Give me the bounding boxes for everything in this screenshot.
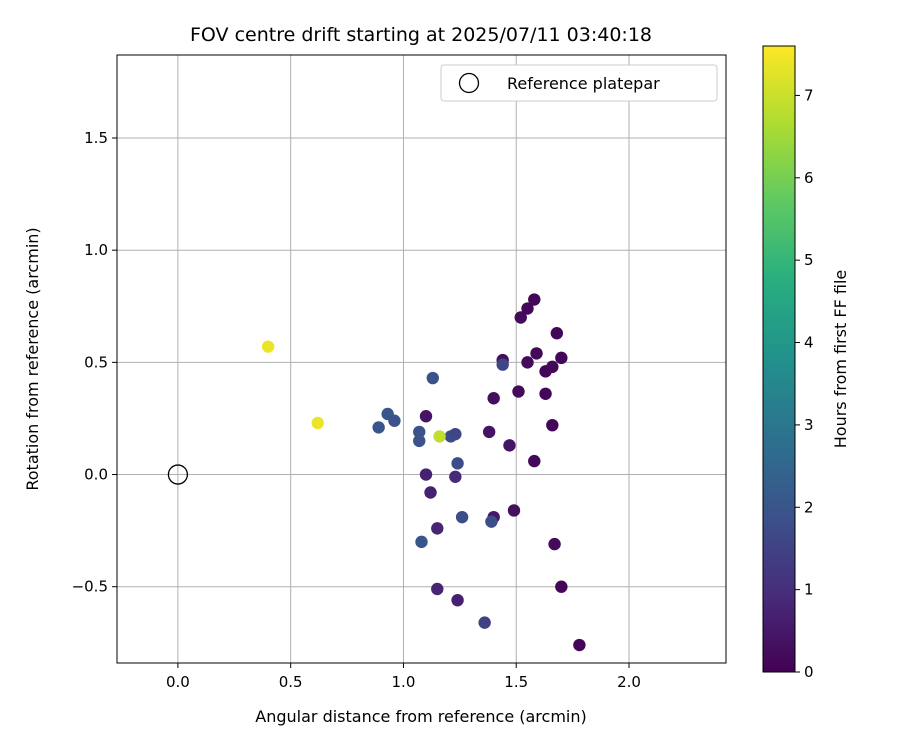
colorbar-gradient bbox=[763, 46, 795, 672]
data-point bbox=[555, 351, 568, 365]
colorbar-tick-label: 2 bbox=[804, 498, 814, 516]
colorbar-tick-label: 7 bbox=[804, 86, 814, 104]
data-point bbox=[482, 425, 496, 439]
data-point bbox=[507, 504, 521, 517]
legend-marker-icon bbox=[458, 72, 480, 94]
data-point bbox=[528, 293, 541, 306]
data-point bbox=[424, 486, 437, 499]
data-point bbox=[311, 416, 324, 430]
chart-title: FOV centre drift starting at 2025/07/11 … bbox=[190, 24, 652, 46]
data-point bbox=[431, 522, 444, 535]
data-point bbox=[415, 535, 428, 549]
colorbar-tick-label: 0 bbox=[804, 663, 814, 681]
data-point bbox=[449, 470, 462, 483]
x-axis-label: Angular distance from reference (arcmin) bbox=[255, 707, 586, 726]
y-tick-label: 0.5 bbox=[84, 353, 108, 371]
data-point bbox=[261, 340, 275, 353]
x-tick-label: 2.0 bbox=[617, 673, 641, 691]
data-point bbox=[521, 302, 534, 315]
data-point bbox=[546, 418, 559, 432]
y-axis-label: Rotation from reference (arcmin) bbox=[23, 227, 42, 490]
y-tick-label: 0.0 bbox=[84, 466, 108, 484]
data-point bbox=[426, 371, 439, 385]
data-point bbox=[539, 387, 552, 400]
x-tick-label: 1.0 bbox=[392, 673, 416, 691]
data-point bbox=[512, 385, 525, 398]
data-point bbox=[487, 392, 500, 405]
reference-marker bbox=[167, 464, 189, 485]
data-point bbox=[419, 410, 433, 423]
plot-area bbox=[117, 55, 726, 663]
data-point bbox=[431, 582, 444, 596]
plot-frame bbox=[116, 54, 727, 664]
x-tick-label: 0.0 bbox=[166, 673, 190, 691]
x-axis-ticks: 0.0 0.5 1.0 1.5 2.0 bbox=[166, 663, 641, 691]
colorbar: 0 1 2 3 4 5 6 7 Hours from first FF file bbox=[762, 45, 850, 681]
data-point bbox=[478, 616, 491, 629]
legend-box bbox=[440, 64, 718, 102]
data-point bbox=[419, 468, 433, 481]
colorbar-tick-label: 5 bbox=[804, 251, 814, 269]
colorbar-tick-label: 4 bbox=[804, 334, 814, 352]
data-point bbox=[550, 326, 564, 340]
colorbar-ticks: 0 1 2 3 4 5 6 7 bbox=[795, 86, 814, 681]
data-point bbox=[413, 434, 426, 448]
data-point bbox=[388, 414, 401, 427]
colorbar-frame bbox=[762, 45, 796, 673]
y-tick-label: 1.0 bbox=[84, 241, 108, 259]
data-point bbox=[539, 365, 552, 378]
grid bbox=[117, 55, 726, 663]
legend-entry-label: Reference platepar bbox=[507, 74, 660, 93]
data-point bbox=[528, 454, 541, 468]
data-point bbox=[521, 356, 534, 369]
x-tick-label: 0.5 bbox=[279, 673, 303, 691]
data-point bbox=[573, 638, 586, 652]
data-point bbox=[449, 427, 462, 441]
y-axis-ticks: −0.5 0.0 0.5 1.0 1.5 bbox=[72, 129, 117, 596]
data-point bbox=[451, 593, 464, 607]
colorbar-tick-label: 3 bbox=[804, 416, 814, 434]
data-point bbox=[433, 430, 446, 443]
data-point bbox=[372, 421, 385, 434]
data-point bbox=[455, 510, 469, 524]
colorbar-tick-label: 6 bbox=[804, 169, 814, 187]
data-point bbox=[555, 580, 568, 593]
y-tick-label: 1.5 bbox=[84, 129, 108, 147]
x-tick-label: 1.5 bbox=[504, 673, 528, 691]
data-point bbox=[413, 425, 426, 439]
data-point bbox=[451, 457, 464, 470]
data-point bbox=[503, 439, 516, 452]
data-point bbox=[548, 537, 561, 551]
colorbar-label: Hours from first FF file bbox=[831, 270, 850, 449]
data-point bbox=[530, 347, 543, 360]
data-point bbox=[485, 515, 498, 528]
data-points bbox=[261, 293, 586, 652]
colorbar-tick-label: 1 bbox=[804, 581, 814, 599]
legend: Reference platepar bbox=[440, 64, 718, 102]
data-point bbox=[514, 311, 527, 324]
y-tick-label: −0.5 bbox=[72, 578, 108, 596]
data-point bbox=[496, 358, 509, 371]
